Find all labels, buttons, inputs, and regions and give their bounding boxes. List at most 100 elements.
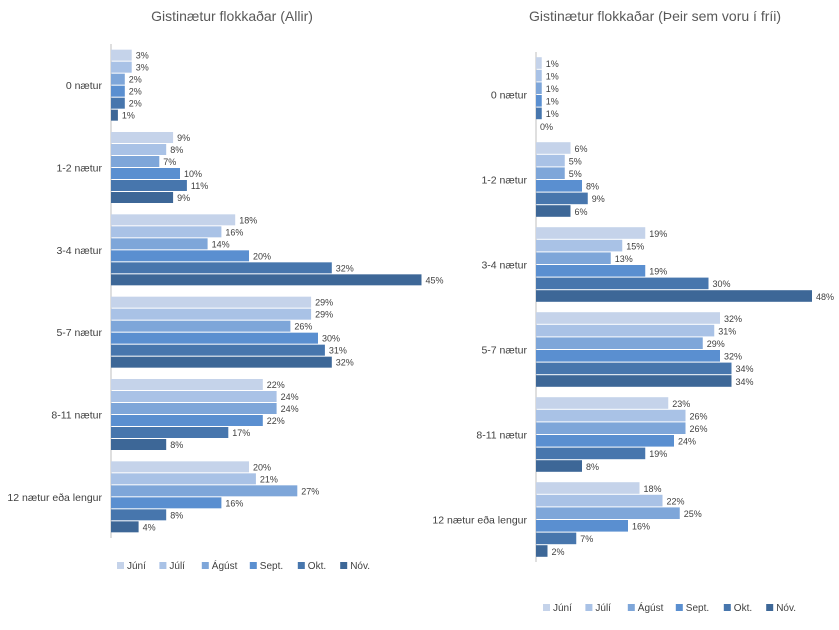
data-label: 2% [129,75,142,85]
data-label: 19% [649,449,667,459]
legend-entry: Ágúst [212,559,238,572]
category-label: 0 nætur [491,90,528,102]
bar [111,61,132,73]
data-label: 26% [690,424,708,434]
legend-swatch [585,604,593,611]
bar [111,144,167,155]
legend-entry: Nóv. [350,561,370,572]
category-label: 8-11 nætur [476,430,527,442]
legend-entry: Okt. [308,561,326,572]
data-label: 24% [281,404,299,414]
category-label: 5-7 nætur [481,345,527,357]
data-label: 22% [267,416,285,426]
bar [536,252,611,264]
data-label: 4% [143,522,156,532]
data-label: 5% [569,169,582,179]
bar [111,439,167,450]
bar [536,447,646,460]
bar [536,337,703,349]
data-label: 29% [315,310,333,320]
data-label: 31% [718,326,736,336]
category-label: 3-4 nætur [481,260,527,272]
bar [536,482,640,494]
data-label: 26% [690,411,708,421]
data-label: 24% [678,437,696,447]
bar [536,375,732,387]
data-label: 21% [260,474,278,484]
bar [536,494,663,507]
category-label: 5-7 nætur [56,327,102,339]
data-label: 16% [632,522,650,532]
bar [536,227,646,239]
bar [536,520,628,532]
legend-entry: Ágúst [638,601,664,614]
bar [536,154,565,167]
bar [111,262,332,274]
bar [536,460,582,472]
legend-entry: Júlí [595,603,611,614]
data-label: 18% [239,215,257,225]
legend-swatch [340,562,348,569]
category-label: 12 nætur eða lengur [7,492,102,504]
bar [536,167,565,179]
legend-swatch [723,604,731,611]
bar [536,205,571,217]
bar [111,85,125,97]
bar [536,69,542,82]
data-label: 7% [163,157,176,167]
bar [111,415,263,426]
bar [536,239,623,252]
data-label: 8% [170,440,183,450]
legend-swatch [201,562,209,569]
data-label: 34% [736,364,754,374]
legend-entry: Sept. [686,603,709,614]
data-label: 8% [586,182,599,192]
legend-swatch [627,604,635,611]
data-label: 1% [546,97,559,107]
legend-swatch [159,562,167,569]
bar [536,362,732,375]
data-label: 30% [713,279,731,289]
bar [111,250,249,262]
data-label: 25% [684,509,702,519]
data-label: 2% [552,547,565,557]
data-label: 45% [426,275,444,285]
bar [111,226,222,238]
legend-entry: Júní [553,603,572,614]
bar [111,238,208,250]
legend-entry: Júlí [169,561,185,572]
bar [111,214,236,226]
bar [536,82,542,94]
legend-entry: Júní [127,561,146,572]
bar [111,332,318,344]
bar [111,473,256,485]
bar [536,107,542,120]
bar [111,192,174,203]
bar [111,73,125,85]
bar [536,180,582,192]
bar [111,49,132,61]
data-label: 32% [336,358,354,368]
legend-swatch [117,562,124,569]
bar [111,320,291,332]
data-label: 6% [575,144,588,154]
bar [536,277,709,290]
data-label: 22% [667,496,685,506]
data-label: 32% [724,352,742,362]
bar [536,57,542,69]
bar [536,397,669,409]
data-label: 19% [649,229,667,239]
data-label: 1% [546,59,559,69]
legend-entry: Sept. [260,561,283,572]
bar [536,532,577,545]
bar [536,312,720,324]
bar [111,109,118,121]
bar [111,509,167,521]
data-label: 5% [569,156,582,166]
bar [536,324,715,337]
data-label: 13% [615,254,633,264]
data-label: 1% [546,84,559,94]
bar [111,521,139,533]
